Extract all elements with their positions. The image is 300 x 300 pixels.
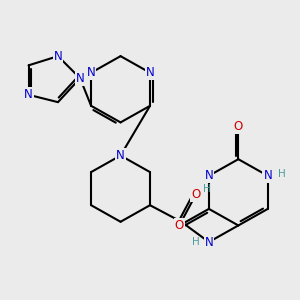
- Text: H: H: [192, 237, 200, 247]
- Text: N: N: [87, 66, 95, 79]
- Text: O: O: [175, 219, 184, 232]
- Text: N: N: [263, 169, 272, 182]
- Text: N: N: [116, 149, 125, 162]
- Text: O: O: [234, 120, 243, 133]
- Text: O: O: [191, 188, 201, 201]
- Text: H: H: [278, 169, 286, 179]
- Text: N: N: [76, 72, 84, 85]
- Text: N: N: [24, 88, 33, 101]
- Text: H: H: [203, 184, 211, 194]
- Text: N: N: [54, 50, 62, 63]
- Text: N: N: [205, 169, 213, 182]
- Text: N: N: [205, 236, 213, 248]
- Text: N: N: [146, 66, 154, 79]
